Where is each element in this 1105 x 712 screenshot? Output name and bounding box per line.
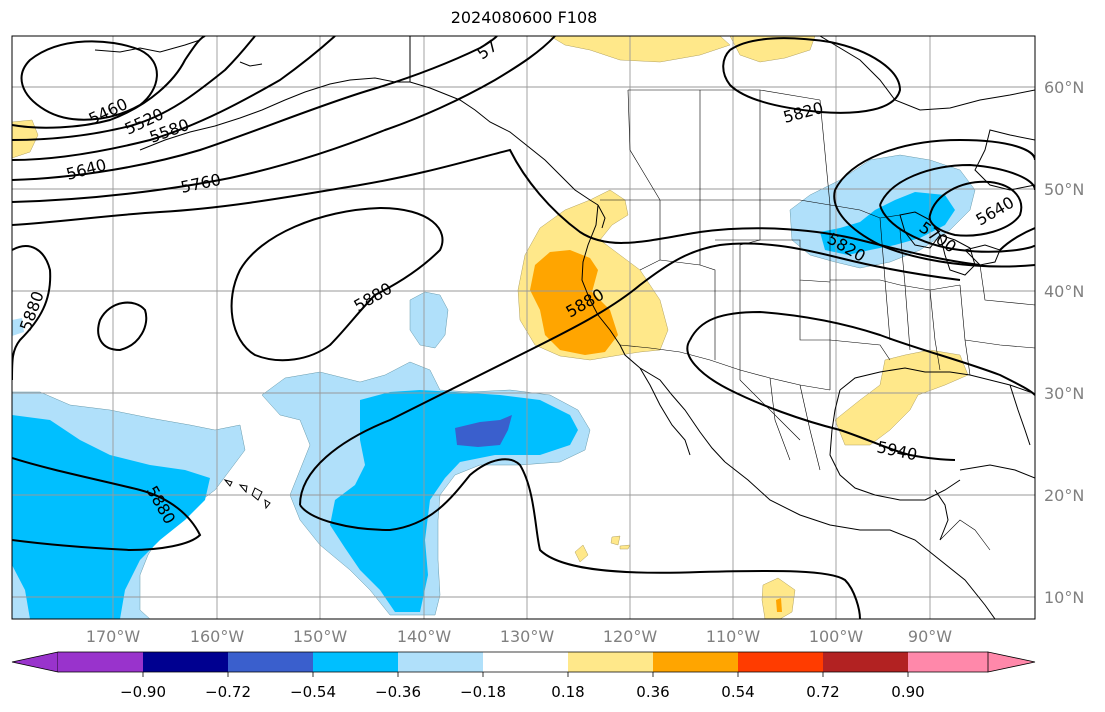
map-border: [11, 35, 1036, 620]
colorbar-extend-min: [11, 651, 59, 673]
colorbar-tick-label-4: −0.36: [375, 683, 421, 701]
positive-anomaly-fill: [12, 36, 969, 619]
lon-label-160w: 160°W: [190, 627, 245, 646]
map-title: 2024080600 F108: [450, 8, 598, 27]
colorbar-segment-9: [738, 652, 823, 672]
lon-label-110w: 110°W: [706, 627, 761, 646]
colorbar-segment-6: [483, 652, 568, 672]
colorbar-tick-label-9: 0.72: [806, 683, 839, 701]
colorbar-segment-5: [398, 652, 483, 672]
lat-label-50n: 50°N: [1044, 180, 1084, 199]
lat-label-40n: 40°N: [1044, 282, 1084, 301]
lon-label-90w: 90°W: [908, 627, 952, 646]
colorbar: −0.90 −0.72 −0.54 −0.36 −0.18 0.18 0.36 …: [11, 651, 1036, 701]
lon-label-150w: 150°W: [293, 627, 348, 646]
coastlines: [94, 36, 1035, 619]
lon-label-140w: 140°W: [397, 627, 452, 646]
colorbar-tick-label-7: 0.36: [636, 683, 669, 701]
colorbar-segment-1: [58, 652, 143, 672]
colorbar-tick-label-6: 0.18: [551, 683, 584, 701]
colorbar-tick-label-10: 0.90: [891, 683, 924, 701]
colorbar-extend-max: [987, 651, 1036, 673]
colorbar-segment-3: [228, 652, 313, 672]
lon-label-100w: 100°W: [809, 627, 864, 646]
colorbar-tick-label-2: −0.72: [205, 683, 251, 701]
lon-label-130w: 130°W: [500, 627, 555, 646]
colorbar-tick-label-3: −0.54: [290, 683, 336, 701]
colorbar-segment-7: [568, 652, 653, 672]
colorbar-tick-label-5: −0.18: [460, 683, 506, 701]
height-contours: [12, 36, 1035, 619]
lat-label-60n: 60°N: [1044, 78, 1084, 97]
graticule: [12, 36, 1035, 619]
lat-label-30n: 30°N: [1044, 384, 1084, 403]
colorbar-segment-11: [908, 652, 988, 672]
lat-label-20n: 20°N: [1044, 486, 1084, 505]
lon-label-170w: 170°W: [86, 627, 141, 646]
colorbar-segment-10: [823, 652, 908, 672]
colorbar-tick-label-8: 0.54: [721, 683, 754, 701]
colorbar-segment-4: [313, 652, 398, 672]
lon-label-120w: 120°W: [603, 627, 658, 646]
colorbar-segment-8: [653, 652, 738, 672]
colorbar-tick-label-1: −0.90: [120, 683, 166, 701]
longitude-labels: 170°W 160°W 150°W 140°W 130°W 120°W 110°…: [86, 627, 952, 646]
lat-label-10n: 10°N: [1044, 588, 1084, 607]
political-borders: [409, 36, 1035, 551]
latitude-labels: 60°N 50°N 40°N 30°N 20°N 10°N: [1044, 78, 1084, 607]
colorbar-segment-2: [143, 652, 228, 672]
